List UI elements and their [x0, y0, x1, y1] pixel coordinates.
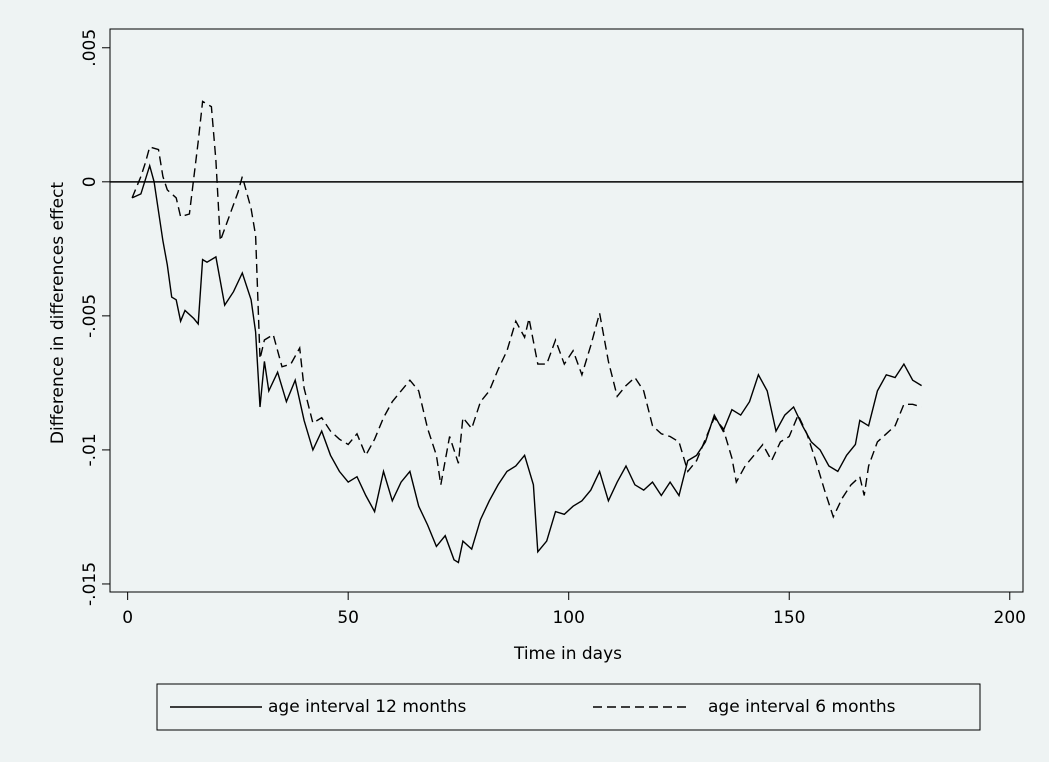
series-line [131, 100, 922, 519]
x-tick-label: 200 [994, 608, 1026, 628]
x-tick-label: 0 [122, 608, 133, 628]
y-tick-label: -.005 [80, 294, 100, 338]
x-tick-label: 50 [337, 608, 359, 628]
x-tick-label: 100 [552, 608, 584, 628]
y-tick-label: -.01 [80, 433, 100, 466]
y-axis-title: Difference in differences effect [48, 182, 68, 445]
legend-label: age interval 6 months [708, 697, 896, 717]
y-tick-label: 0 [80, 176, 100, 187]
legend-box [156, 683, 981, 731]
x-axis-title: Time in days [513, 644, 622, 664]
x-tick-label: 150 [773, 608, 805, 628]
legend-label: age interval 12 months [268, 697, 466, 717]
y-tick-label: -.015 [80, 562, 100, 606]
plot-frame [109, 28, 1024, 593]
y-tick-label: .005 [80, 29, 100, 67]
series-line [131, 163, 922, 564]
